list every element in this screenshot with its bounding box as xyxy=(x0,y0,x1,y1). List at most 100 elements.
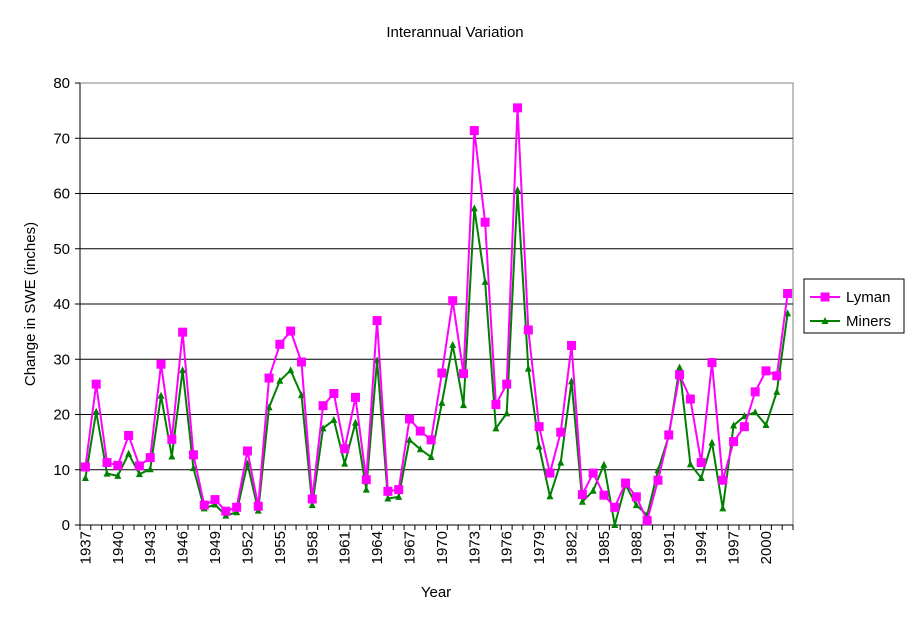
data-point xyxy=(307,494,317,504)
data-point xyxy=(470,204,478,212)
data-point xyxy=(588,468,598,478)
data-point xyxy=(91,379,101,389)
data-point xyxy=(621,478,631,488)
data-point xyxy=(221,506,231,516)
y-tick-label: 70 xyxy=(53,130,70,147)
x-tick-label: 1967 xyxy=(401,531,418,564)
chart-title: Interannual Variation xyxy=(386,24,523,41)
data-point xyxy=(546,492,554,500)
data-point xyxy=(341,459,349,467)
y-axis-label: Change in SWE (inches) xyxy=(22,222,39,386)
data-point xyxy=(653,475,663,485)
data-point xyxy=(372,316,382,326)
data-point xyxy=(611,521,619,528)
data-point xyxy=(557,458,565,466)
x-tick-label: 1952 xyxy=(239,531,256,564)
legend: Lyman Miners xyxy=(803,278,905,334)
data-point xyxy=(437,368,447,378)
data-point xyxy=(188,450,198,460)
data-point xyxy=(125,449,133,457)
data-point xyxy=(318,401,328,411)
data-point xyxy=(535,442,543,450)
data-point xyxy=(502,379,512,389)
data-point xyxy=(296,357,306,367)
data-point xyxy=(124,430,134,440)
data-point xyxy=(730,421,738,429)
legend-label: Miners xyxy=(846,313,891,330)
legend-marker xyxy=(821,317,829,324)
data-point xyxy=(102,458,112,468)
x-tick-label: 1979 xyxy=(531,531,548,564)
data-point xyxy=(664,430,674,440)
data-point xyxy=(524,364,532,372)
legend-box xyxy=(803,278,905,334)
data-point xyxy=(394,485,404,495)
data-point xyxy=(750,387,760,397)
x-tick-label: 1943 xyxy=(142,531,159,564)
x-tick-label: 1988 xyxy=(628,531,645,564)
data-point xyxy=(545,468,555,478)
data-point xyxy=(523,325,533,335)
data-point xyxy=(210,495,220,505)
data-point xyxy=(114,471,122,479)
data-point xyxy=(589,486,597,494)
data-point xyxy=(276,376,284,384)
data-point xyxy=(134,461,144,471)
data-point xyxy=(707,358,717,368)
data-point xyxy=(384,494,392,502)
data-point xyxy=(696,458,706,468)
data-point xyxy=(751,408,759,416)
data-point xyxy=(179,366,187,374)
data-point xyxy=(762,420,770,428)
data-point xyxy=(739,422,749,432)
legend-marker xyxy=(820,292,830,302)
data-point xyxy=(438,398,446,406)
data-point xyxy=(178,327,188,337)
y-tick-label: 0 xyxy=(62,517,70,534)
data-point xyxy=(676,363,684,371)
data-point xyxy=(685,394,695,404)
series-line xyxy=(84,107,789,524)
data-point xyxy=(351,418,359,426)
data-point xyxy=(189,464,197,472)
x-tick-label: 1982 xyxy=(564,531,581,564)
x-tick-label: 1949 xyxy=(207,531,224,564)
x-tick-label: 1937 xyxy=(77,531,94,564)
data-point xyxy=(329,389,339,399)
x-tick-labels: 1937 1940 1943 1946 1949 1952 1955 1958 1961 1964… xyxy=(77,531,775,564)
data-point xyxy=(157,391,165,399)
legend-label: Lyman xyxy=(846,289,890,306)
data-point xyxy=(383,486,393,496)
y-tick-labels: 0 10 20 30 40 50 60 70 80 xyxy=(53,75,70,534)
data-point xyxy=(459,369,469,379)
series-lyman xyxy=(80,103,793,526)
data-point xyxy=(275,339,285,349)
data-point xyxy=(448,296,458,306)
data-point xyxy=(480,217,490,227)
data-point xyxy=(308,501,316,509)
x-tick-label: 1940 xyxy=(110,531,127,564)
data-point xyxy=(395,492,403,500)
y-tick-label: 40 xyxy=(53,296,70,313)
data-point xyxy=(416,445,424,453)
data-point xyxy=(361,475,371,485)
data-point xyxy=(460,401,468,409)
data-point xyxy=(145,453,155,463)
data-point xyxy=(675,370,685,380)
y-tick-label: 50 xyxy=(53,241,70,258)
x-tick-label: 1970 xyxy=(434,531,451,564)
axes xyxy=(75,82,794,530)
data-point xyxy=(167,434,177,444)
data-point xyxy=(253,501,263,511)
data-point xyxy=(199,500,209,510)
data-point xyxy=(330,416,338,424)
y-tick-label: 60 xyxy=(53,186,70,203)
x-tick-label: 1973 xyxy=(466,531,483,564)
data-point xyxy=(761,366,771,376)
data-point xyxy=(80,462,90,472)
data-point xyxy=(719,504,727,512)
y-tick-label: 20 xyxy=(53,407,70,424)
data-point xyxy=(286,326,296,336)
data-point xyxy=(287,366,295,374)
